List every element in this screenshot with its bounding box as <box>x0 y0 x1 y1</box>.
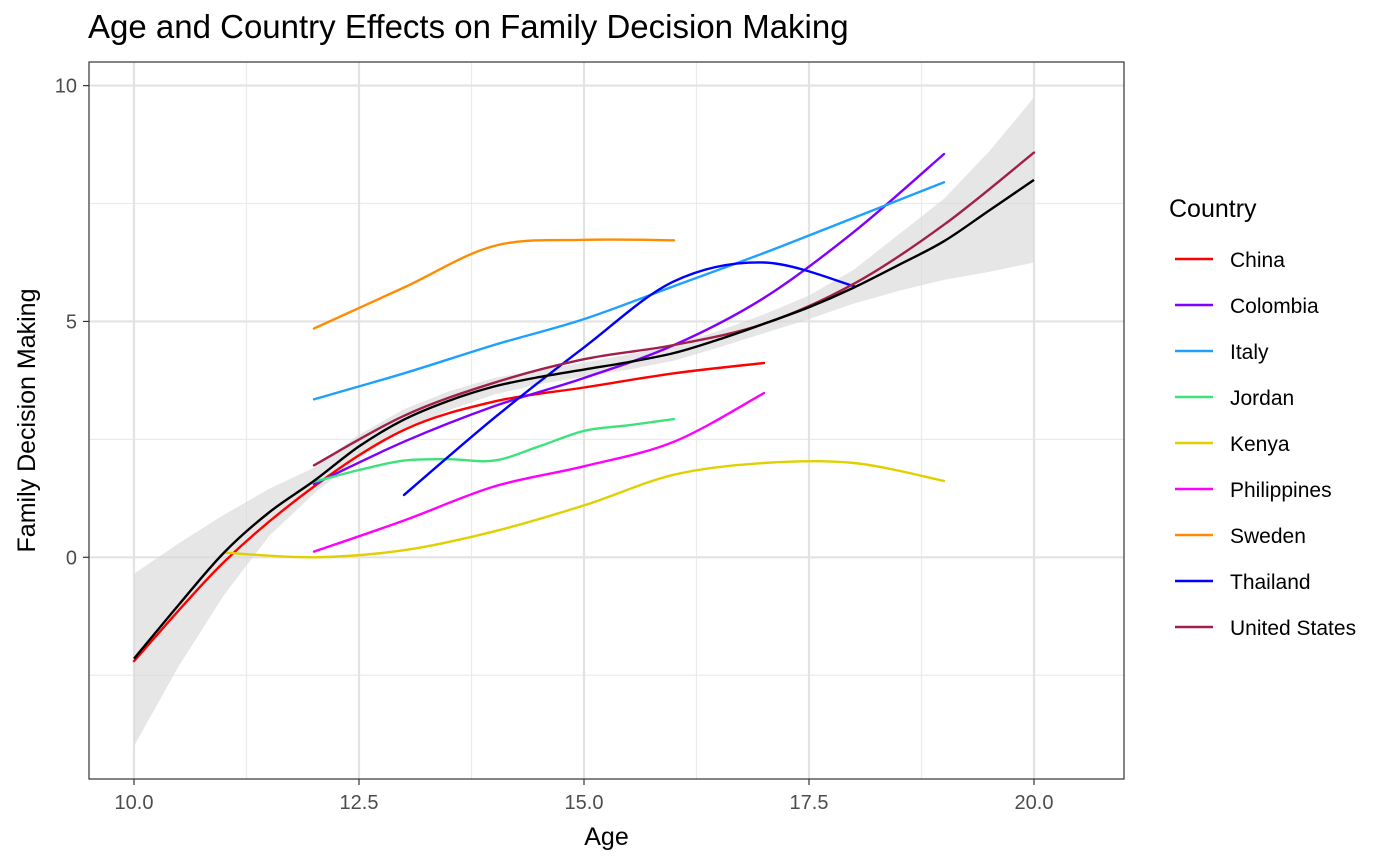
y-tick-label: 5 <box>66 311 77 333</box>
x-axis-title: Age <box>584 823 628 851</box>
series-line-united-states <box>312 151 1036 467</box>
legend-label: China <box>1230 249 1285 272</box>
series-line-sweden <box>312 238 676 330</box>
legend-label: United States <box>1230 617 1356 640</box>
legend: Country China Colombia Italy Jordan Kenya Phil… <box>1169 195 1356 640</box>
series-line-kenya <box>222 459 946 559</box>
plot-panel <box>88 61 1125 780</box>
legend-label: Italy <box>1230 341 1269 364</box>
legend-label: Jordan <box>1230 387 1294 410</box>
y-axis-title: Family Decision Making <box>13 289 41 553</box>
series-line-colombia <box>312 152 946 486</box>
legend-label: Philippines <box>1230 479 1332 502</box>
legend-label: Sweden <box>1230 525 1306 548</box>
legend-title: Country <box>1169 195 1257 223</box>
y-tick-label: 0 <box>66 547 77 569</box>
x-tick-label: 20.0 <box>1015 792 1054 814</box>
series-line-jordan <box>312 417 676 483</box>
x-tick-label: 15.0 <box>565 792 604 814</box>
x-tick-label: 17.5 <box>790 792 829 814</box>
series-line-china <box>132 361 766 663</box>
series-line-philippines <box>312 391 766 553</box>
axes: 10.0 12.5 15.0 17.5 20.0 0 5 10 Age Family Decisi… <box>13 76 1053 851</box>
series-line-thailand <box>402 261 856 497</box>
chart-title: Age and Country Effects on Family Decisi… <box>88 8 849 45</box>
overall-fit-line <box>133 178 1035 660</box>
legend-label: Colombia <box>1230 295 1319 318</box>
legend-label: Thailand <box>1230 571 1311 594</box>
y-tick-label: 10 <box>55 76 77 98</box>
legend-label: Kenya <box>1230 433 1290 456</box>
panel-border <box>88 61 1125 780</box>
x-tick-label: 12.5 <box>340 792 379 814</box>
panel-background <box>89 62 1124 779</box>
x-tick-label: 10.0 <box>115 792 154 814</box>
series-line-italy <box>312 181 946 401</box>
